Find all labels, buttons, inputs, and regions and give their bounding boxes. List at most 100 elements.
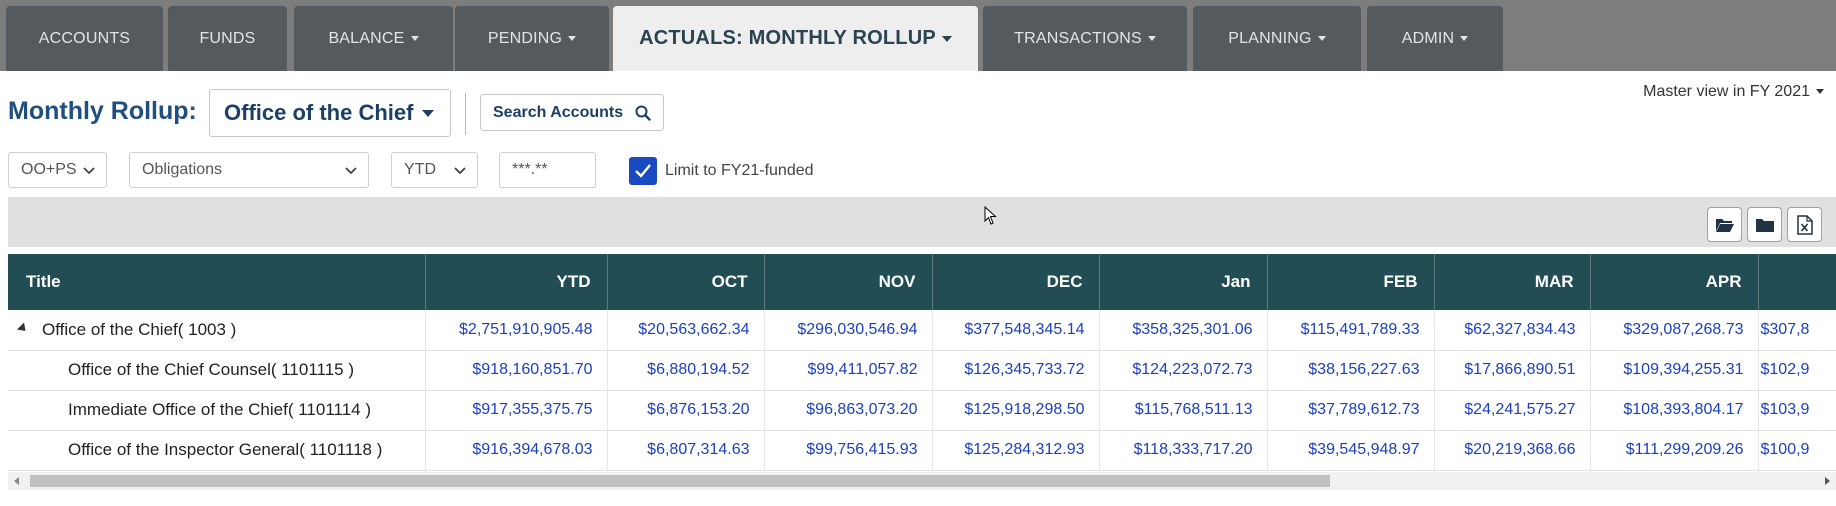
cell-next[interactable]: $102,9	[1758, 350, 1836, 391]
rollup-table: Title YTD OCT NOV DEC Jan FEB MAR APR Of…	[8, 254, 1836, 471]
cell-apr[interactable]: $111,299,209.26	[1590, 430, 1759, 471]
cell-feb[interactable]: $38,156,227.63	[1267, 350, 1435, 391]
tab-planning[interactable]: PLANNING	[1193, 6, 1361, 71]
cell-nov[interactable]: $99,411,057.82	[764, 350, 933, 391]
tab-actuals-monthly-rollup[interactable]: ACTUALS: MONTHLY ROLLUP	[613, 6, 978, 71]
chevron-down-icon	[345, 167, 357, 175]
tab-pending[interactable]: PENDING	[455, 6, 609, 71]
search-accounts-button[interactable]: Search Accounts	[480, 94, 664, 131]
cell-mar[interactable]: $62,327,834.43	[1434, 310, 1591, 351]
chevron-down-icon	[1460, 36, 1469, 41]
chevron-down-icon	[1816, 89, 1824, 95]
cell-apr[interactable]: $109,394,255.31	[1590, 350, 1759, 391]
column-header-nov[interactable]: NOV	[764, 254, 933, 310]
column-header-dec[interactable]: DEC	[932, 254, 1100, 310]
cell-next[interactable]: $100,9	[1758, 430, 1836, 471]
cell-ytd[interactable]: $918,160,851.70	[425, 350, 608, 391]
row-title[interactable]: Office of the Chief( 1003 )	[8, 310, 426, 351]
cell-feb[interactable]: $37,789,612.73	[1267, 390, 1435, 431]
cell-mar[interactable]: $20,219,368.66	[1434, 430, 1591, 471]
folder-button[interactable]	[1747, 207, 1782, 242]
limit-fy21-checkbox[interactable]	[629, 157, 657, 185]
column-header-jan[interactable]: Jan	[1099, 254, 1268, 310]
table-toolbar	[8, 197, 1836, 247]
type-filter-select[interactable]: Obligations	[129, 152, 369, 188]
cell-next[interactable]: $103,9	[1758, 390, 1836, 431]
folder-icon	[1755, 218, 1774, 232]
cell-dec[interactable]: $126,345,733.72	[932, 350, 1100, 391]
row-title[interactable]: Office of the Inspector General( 1101118…	[8, 430, 426, 471]
row-title[interactable]: Immediate Office of the Chief( 1101114 )	[8, 390, 426, 431]
export-excel-button[interactable]	[1787, 207, 1822, 242]
check-icon	[635, 164, 651, 178]
chevron-down-icon	[941, 35, 952, 42]
master-view-dropdown[interactable]: Master view in FY 2021	[1643, 83, 1824, 101]
row-title[interactable]: Office of the Chief Counsel( 1101115 )	[8, 350, 426, 391]
table-row: Office of the Chief Counsel( 1101115 ) $…	[8, 350, 1836, 391]
table-row: Office of the Chief( 1003 ) $2,751,910,9…	[8, 310, 1836, 351]
horizontal-scrollbar[interactable]	[8, 472, 1836, 490]
cell-feb[interactable]: $115,491,789.33	[1267, 310, 1435, 351]
table-header-row: Title YTD OCT NOV DEC Jan FEB MAR APR	[8, 254, 1836, 310]
cell-dec[interactable]: $125,918,298.50	[932, 390, 1100, 431]
cell-jan[interactable]: $358,325,301.06	[1099, 310, 1268, 351]
cell-nov[interactable]: $96,863,073.20	[764, 390, 933, 431]
cell-jan[interactable]: $115,768,511.13	[1099, 390, 1268, 431]
column-header-next	[1758, 254, 1836, 310]
cell-nov[interactable]: $99,756,415.93	[764, 430, 933, 471]
chevron-down-icon	[422, 110, 434, 117]
table-row: Office of the Inspector General( 1101118…	[8, 430, 1836, 471]
scrollbar-thumb[interactable]	[30, 475, 1330, 487]
tab-balance[interactable]: BALANCE	[294, 6, 453, 71]
cell-apr[interactable]: $329,087,268.73	[1590, 310, 1759, 351]
cell-oct[interactable]: $6,880,194.52	[607, 350, 765, 391]
column-header-ytd[interactable]: YTD	[425, 254, 608, 310]
cell-ytd[interactable]: $2,751,910,905.48	[425, 310, 608, 351]
cell-mar[interactable]: $17,866,890.51	[1434, 350, 1591, 391]
chevron-down-icon	[83, 167, 95, 175]
type-filter-value: Obligations	[142, 161, 223, 178]
cell-dec[interactable]: $125,284,312.93	[932, 430, 1100, 471]
cell-ytd[interactable]: $916,394,678.03	[425, 430, 608, 471]
cell-mar[interactable]: $24,241,575.27	[1434, 390, 1591, 431]
cell-oct[interactable]: $20,563,662.34	[607, 310, 765, 351]
cell-oct[interactable]: $6,876,153.20	[607, 390, 765, 431]
cell-oct[interactable]: $6,807,314.63	[607, 430, 765, 471]
open-folder-button[interactable]	[1707, 207, 1742, 242]
cell-nov[interactable]: $296,030,546.94	[764, 310, 933, 351]
tab-transactions[interactable]: TRANSACTIONS	[983, 6, 1187, 71]
column-header-oct[interactable]: OCT	[607, 254, 765, 310]
chevron-down-icon	[1317, 36, 1326, 41]
cell-apr[interactable]: $108,393,804.17	[1590, 390, 1759, 431]
tab-accounts[interactable]: ACCOUNTS	[6, 6, 163, 71]
period-filter-value: YTD	[404, 161, 436, 178]
class-filter-select[interactable]: OO+PS	[8, 152, 107, 188]
column-header-title[interactable]: Title	[8, 254, 426, 310]
amount-mask-input[interactable]: ***.**	[499, 152, 596, 188]
table-row: Immediate Office of the Chief( 1101114 )…	[8, 390, 1836, 431]
collapse-triangle-icon[interactable]	[16, 322, 30, 335]
cell-jan[interactable]: $124,223,072.73	[1099, 350, 1268, 391]
cell-feb[interactable]: $39,545,948.97	[1267, 430, 1435, 471]
tab-funds[interactable]: FUNDS	[168, 6, 287, 71]
cell-dec[interactable]: $377,548,345.14	[932, 310, 1100, 351]
cell-jan[interactable]: $118,333,717.20	[1099, 430, 1268, 471]
search-icon	[635, 105, 651, 121]
chevron-down-icon	[1147, 36, 1156, 41]
column-header-feb[interactable]: FEB	[1267, 254, 1435, 310]
top-navigation: ACCOUNTS FUNDS BALANCE PENDING ACTUALS: …	[0, 0, 1836, 71]
period-filter-select[interactable]: YTD	[391, 152, 478, 188]
scroll-left-arrow-icon[interactable]	[14, 477, 19, 485]
column-header-apr[interactable]: APR	[1590, 254, 1759, 310]
cell-next[interactable]: $307,8	[1758, 310, 1836, 351]
department-select[interactable]: Office of the Chief	[209, 89, 451, 137]
tab-admin[interactable]: ADMIN	[1367, 6, 1503, 71]
amount-mask-value: ***.**	[512, 161, 548, 178]
cell-ytd[interactable]: $917,355,375.75	[425, 390, 608, 431]
page-title: Monthly Rollup:	[8, 97, 197, 125]
chevron-down-icon	[568, 36, 577, 41]
search-accounts-label: Search Accounts	[493, 103, 624, 121]
scroll-right-arrow-icon[interactable]	[1825, 477, 1830, 485]
limit-fy21-label: Limit to FY21-funded	[665, 162, 814, 179]
column-header-mar[interactable]: MAR	[1434, 254, 1591, 310]
